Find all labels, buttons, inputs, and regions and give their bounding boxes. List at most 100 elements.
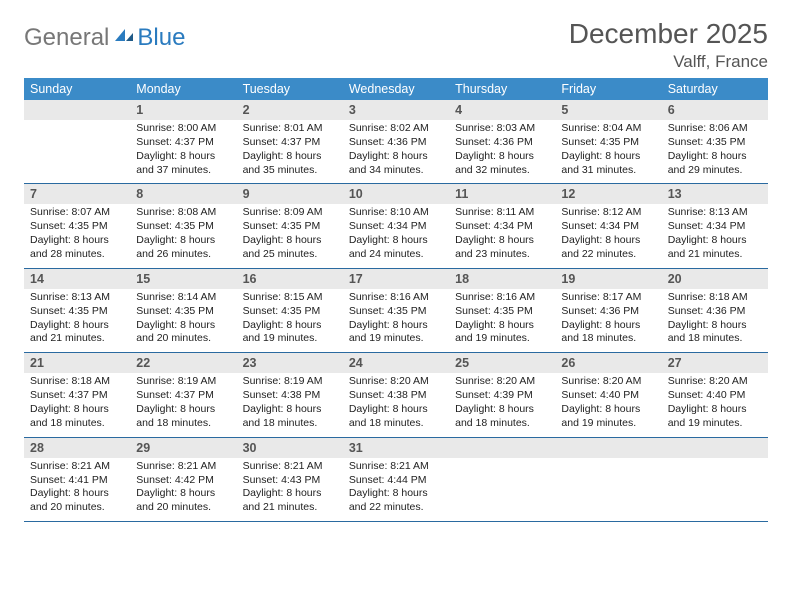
calendar-day-cell bbox=[662, 437, 768, 521]
weekday-header: Sunday bbox=[24, 78, 130, 100]
calendar-day-cell: 24Sunrise: 8:20 AMSunset: 4:38 PMDayligh… bbox=[343, 353, 449, 437]
day-body bbox=[555, 458, 661, 520]
day-body bbox=[662, 458, 768, 520]
daylight-line: Daylight: 8 hours and 32 minutes. bbox=[455, 150, 549, 178]
sunset-line: Sunset: 4:44 PM bbox=[349, 474, 443, 488]
day-number: 10 bbox=[343, 184, 449, 204]
sunset-line: Sunset: 4:35 PM bbox=[668, 136, 762, 150]
calendar-day-cell bbox=[24, 100, 130, 184]
day-number: 25 bbox=[449, 353, 555, 373]
sunset-line: Sunset: 4:37 PM bbox=[136, 136, 230, 150]
sunrise-line: Sunrise: 8:20 AM bbox=[668, 375, 762, 389]
day-number: 26 bbox=[555, 353, 661, 373]
calendar-day-cell: 8Sunrise: 8:08 AMSunset: 4:35 PMDaylight… bbox=[130, 184, 236, 268]
day-body: Sunrise: 8:13 AMSunset: 4:34 PMDaylight:… bbox=[662, 204, 768, 267]
day-body: Sunrise: 8:12 AMSunset: 4:34 PMDaylight:… bbox=[555, 204, 661, 267]
sunset-line: Sunset: 4:34 PM bbox=[668, 220, 762, 234]
sunrise-line: Sunrise: 8:21 AM bbox=[136, 460, 230, 474]
sunset-line: Sunset: 4:34 PM bbox=[455, 220, 549, 234]
calendar-day-cell: 13Sunrise: 8:13 AMSunset: 4:34 PMDayligh… bbox=[662, 184, 768, 268]
day-body: Sunrise: 8:20 AMSunset: 4:40 PMDaylight:… bbox=[555, 373, 661, 436]
day-body: Sunrise: 8:21 AMSunset: 4:44 PMDaylight:… bbox=[343, 458, 449, 521]
sunrise-line: Sunrise: 8:17 AM bbox=[561, 291, 655, 305]
day-number: 12 bbox=[555, 184, 661, 204]
calendar-day-cell: 28Sunrise: 8:21 AMSunset: 4:41 PMDayligh… bbox=[24, 437, 130, 521]
sunrise-line: Sunrise: 8:01 AM bbox=[243, 122, 337, 136]
sunrise-line: Sunrise: 8:03 AM bbox=[455, 122, 549, 136]
logo: General Blue bbox=[24, 24, 185, 52]
sunset-line: Sunset: 4:34 PM bbox=[349, 220, 443, 234]
day-number: 24 bbox=[343, 353, 449, 373]
day-number: 11 bbox=[449, 184, 555, 204]
daylight-line: Daylight: 8 hours and 19 minutes. bbox=[561, 403, 655, 431]
sunset-line: Sunset: 4:38 PM bbox=[349, 389, 443, 403]
sunset-line: Sunset: 4:35 PM bbox=[243, 305, 337, 319]
day-body: Sunrise: 8:20 AMSunset: 4:39 PMDaylight:… bbox=[449, 373, 555, 436]
day-body: Sunrise: 8:20 AMSunset: 4:40 PMDaylight:… bbox=[662, 373, 768, 436]
day-number: 31 bbox=[343, 438, 449, 458]
day-number: 3 bbox=[343, 100, 449, 120]
sunrise-line: Sunrise: 8:14 AM bbox=[136, 291, 230, 305]
sunset-line: Sunset: 4:37 PM bbox=[136, 389, 230, 403]
header: General Blue December 2025 Valff, France bbox=[24, 18, 768, 72]
sunrise-line: Sunrise: 8:21 AM bbox=[30, 460, 124, 474]
sunrise-line: Sunrise: 8:21 AM bbox=[243, 460, 337, 474]
sunset-line: Sunset: 4:43 PM bbox=[243, 474, 337, 488]
sunset-line: Sunset: 4:35 PM bbox=[455, 305, 549, 319]
day-body: Sunrise: 8:18 AMSunset: 4:36 PMDaylight:… bbox=[662, 289, 768, 352]
sunset-line: Sunset: 4:36 PM bbox=[455, 136, 549, 150]
daylight-line: Daylight: 8 hours and 20 minutes. bbox=[136, 319, 230, 347]
day-body: Sunrise: 8:20 AMSunset: 4:38 PMDaylight:… bbox=[343, 373, 449, 436]
calendar-week-row: 14Sunrise: 8:13 AMSunset: 4:35 PMDayligh… bbox=[24, 268, 768, 352]
sunrise-line: Sunrise: 8:06 AM bbox=[668, 122, 762, 136]
day-number: 29 bbox=[130, 438, 236, 458]
day-body: Sunrise: 8:15 AMSunset: 4:35 PMDaylight:… bbox=[237, 289, 343, 352]
sunrise-line: Sunrise: 8:12 AM bbox=[561, 206, 655, 220]
calendar-day-cell: 18Sunrise: 8:16 AMSunset: 4:35 PMDayligh… bbox=[449, 268, 555, 352]
daylight-line: Daylight: 8 hours and 18 minutes. bbox=[349, 403, 443, 431]
calendar-day-cell: 10Sunrise: 8:10 AMSunset: 4:34 PMDayligh… bbox=[343, 184, 449, 268]
daylight-line: Daylight: 8 hours and 19 minutes. bbox=[668, 403, 762, 431]
calendar-day-cell: 2Sunrise: 8:01 AMSunset: 4:37 PMDaylight… bbox=[237, 100, 343, 184]
day-number bbox=[449, 438, 555, 458]
logo-text-blue: Blue bbox=[137, 24, 185, 52]
day-body: Sunrise: 8:07 AMSunset: 4:35 PMDaylight:… bbox=[24, 204, 130, 267]
calendar-day-cell: 30 Sunrise: 8:21 AMSunset: 4:43 PMDayligh… bbox=[237, 437, 343, 521]
day-number: 14 bbox=[24, 269, 130, 289]
calendar-week-row: 28Sunrise: 8:21 AMSunset: 4:41 PMDayligh… bbox=[24, 437, 768, 521]
calendar-day-cell: 31Sunrise: 8:21 AMSunset: 4:44 PMDayligh… bbox=[343, 437, 449, 521]
calendar-day-cell: 26Sunrise: 8:20 AMSunset: 4:40 PMDayligh… bbox=[555, 353, 661, 437]
weekday-header: Saturday bbox=[662, 78, 768, 100]
sunset-line: Sunset: 4:35 PM bbox=[349, 305, 443, 319]
sunset-line: Sunset: 4:34 PM bbox=[561, 220, 655, 234]
sunset-line: Sunset: 4:35 PM bbox=[30, 305, 124, 319]
daylight-line: Daylight: 8 hours and 26 minutes. bbox=[136, 234, 230, 262]
day-body: Sunrise: 8:11 AMSunset: 4:34 PMDaylight:… bbox=[449, 204, 555, 267]
calendar-day-cell: 5Sunrise: 8:04 AMSunset: 4:35 PMDaylight… bbox=[555, 100, 661, 184]
calendar-day-cell: 3Sunrise: 8:02 AMSunset: 4:36 PMDaylight… bbox=[343, 100, 449, 184]
sunset-line: Sunset: 4:39 PM bbox=[455, 389, 549, 403]
sunrise-line: Sunrise: 8:00 AM bbox=[136, 122, 230, 136]
day-number: 30 bbox=[237, 438, 343, 458]
daylight-line: Daylight: 8 hours and 31 minutes. bbox=[561, 150, 655, 178]
weekday-header: Friday bbox=[555, 78, 661, 100]
day-body: Sunrise: 8:04 AMSunset: 4:35 PMDaylight:… bbox=[555, 120, 661, 183]
day-number: 20 bbox=[662, 269, 768, 289]
day-body: Sunrise: 8:10 AMSunset: 4:34 PMDaylight:… bbox=[343, 204, 449, 267]
day-body bbox=[24, 120, 130, 182]
calendar-day-cell: 22Sunrise: 8:19 AMSunset: 4:37 PMDayligh… bbox=[130, 353, 236, 437]
day-body: Sunrise: 8:19 AMSunset: 4:38 PMDaylight:… bbox=[237, 373, 343, 436]
daylight-line: Daylight: 8 hours and 21 minutes. bbox=[243, 487, 337, 515]
sunrise-line: Sunrise: 8:18 AM bbox=[30, 375, 124, 389]
sunset-line: Sunset: 4:36 PM bbox=[349, 136, 443, 150]
sunrise-line: Sunrise: 8:04 AM bbox=[561, 122, 655, 136]
day-number: 19 bbox=[555, 269, 661, 289]
sunrise-line: Sunrise: 8:13 AM bbox=[30, 291, 124, 305]
calendar-day-cell: 23Sunrise: 8:19 AMSunset: 4:38 PMDayligh… bbox=[237, 353, 343, 437]
calendar-day-cell bbox=[449, 437, 555, 521]
sunrise-line: Sunrise: 8:16 AM bbox=[349, 291, 443, 305]
calendar-day-cell: 6Sunrise: 8:06 AMSunset: 4:35 PMDaylight… bbox=[662, 100, 768, 184]
sunrise-line: Sunrise: 8:11 AM bbox=[455, 206, 549, 220]
month-title: December 2025 bbox=[569, 18, 768, 50]
day-number: 8 bbox=[130, 184, 236, 204]
